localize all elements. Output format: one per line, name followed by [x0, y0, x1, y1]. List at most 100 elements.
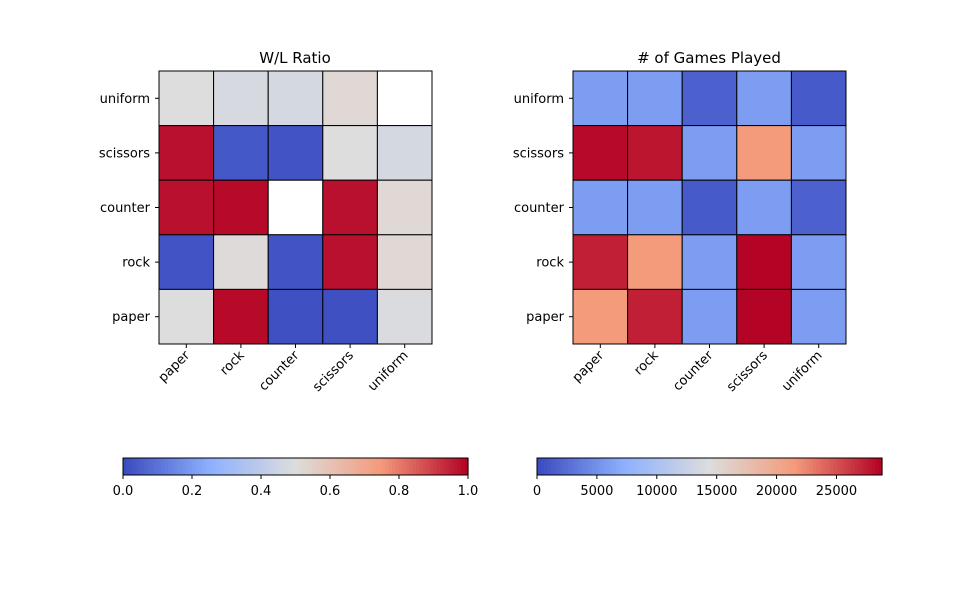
- colorbar-segment: [164, 458, 169, 475]
- heatmap-cell: [790, 234, 847, 290]
- colorbar-segment: [154, 458, 159, 475]
- colorbar-segment: [661, 458, 666, 475]
- colorbar-segment: [630, 458, 635, 475]
- colorbar-segment: [236, 458, 241, 475]
- colorbar-segment: [709, 458, 714, 475]
- colorbar-tick-label: 1.0: [458, 484, 479, 499]
- colorbar-segment: [185, 458, 190, 475]
- heatmap-cell: [736, 288, 792, 345]
- colorbar-segment: [581, 458, 586, 475]
- colorbar-tick-label: 20000: [756, 484, 797, 499]
- colorbar-segment: [647, 458, 652, 475]
- colorbar-segment: [219, 458, 224, 475]
- heatmap-cell: [213, 288, 269, 345]
- y-tick-label: rock: [122, 256, 150, 271]
- colorbar-segment: [695, 458, 700, 475]
- y-tick-label: rock: [536, 256, 564, 271]
- colorbar-segment: [574, 458, 579, 475]
- colorbar-segment: [543, 458, 548, 475]
- colorbar-segment: [657, 458, 662, 475]
- colorbar-segment: [540, 458, 545, 475]
- colorbar-frame: [536, 457, 883, 476]
- colorbar-segment: [564, 458, 569, 475]
- colorbar-segment: [133, 458, 138, 475]
- colorbar-segment: [599, 458, 604, 475]
- colorbar-segment: [816, 458, 821, 475]
- heatmap-cell: [267, 234, 324, 290]
- heatmap-cell: [790, 288, 847, 345]
- colorbar-segment: [861, 458, 866, 475]
- colorbar-segment: [857, 458, 862, 475]
- y-tick-label: counter: [514, 201, 565, 216]
- colorbar-segment: [778, 458, 783, 475]
- colorbar-segment: [209, 458, 214, 475]
- heatmap-cell: [790, 125, 847, 181]
- colorbar-segment: [585, 458, 590, 475]
- heatmap-cell: [213, 179, 269, 236]
- colorbar-segment: [257, 458, 262, 475]
- colorbar-segment: [744, 458, 749, 475]
- colorbar-segment: [844, 458, 849, 475]
- y-tick-label: paper: [112, 310, 150, 325]
- colorbar-segment: [612, 458, 617, 475]
- heatmap-cell: [736, 70, 792, 127]
- colorbar-segment: [205, 458, 210, 475]
- colorbar-segment: [830, 458, 835, 475]
- colorbar-segment: [871, 458, 876, 475]
- colorbar-segment: [737, 458, 742, 475]
- colorbar-segment: [809, 458, 814, 475]
- colorbar-segment: [157, 458, 162, 475]
- colorbar-segment: [274, 458, 279, 475]
- y-tick-label: uniform: [514, 92, 564, 107]
- heatmap-cell: [627, 70, 683, 127]
- colorbar-segment: [616, 458, 621, 475]
- heatmap-cell: [681, 288, 738, 345]
- colorbar-frame: [122, 457, 469, 476]
- colorbar-segment: [850, 458, 855, 475]
- colorbar-segment: [868, 458, 873, 475]
- colorbar-segment: [461, 458, 466, 475]
- colorbar-segment: [730, 458, 735, 475]
- colorbar-segment: [878, 458, 883, 475]
- colorbar-segment: [412, 458, 417, 475]
- colorbar-segment: [436, 458, 441, 475]
- colorbar-segment: [247, 458, 252, 475]
- heatmap-cell: [736, 125, 792, 181]
- colorbar-segment: [557, 458, 562, 475]
- colorbar-segment: [392, 458, 397, 475]
- colorbar-segment: [578, 458, 583, 475]
- colorbar-segment: [409, 458, 414, 475]
- y-tick-label: scissors: [513, 146, 564, 161]
- colorbar-segment: [367, 458, 372, 475]
- colorbar-segment: [847, 458, 852, 475]
- colorbar-segment: [288, 458, 293, 475]
- colorbar-segment: [174, 458, 179, 475]
- colorbar-segment: [423, 458, 428, 475]
- colorbar-segment: [833, 458, 838, 475]
- heatmap-cell: [267, 70, 324, 127]
- heatmap-cell: [572, 288, 629, 345]
- colorbar-segment: [302, 458, 307, 475]
- colorbar-segment: [792, 458, 797, 475]
- colorbar-segment: [281, 458, 286, 475]
- colorbar: 0 5000 10000 15000 20000 25000: [533, 457, 883, 499]
- y-tick-label: scissors: [99, 146, 150, 161]
- colorbar-segment: [606, 458, 611, 475]
- colorbar-segment: [343, 458, 348, 475]
- colorbar-segment: [719, 458, 724, 475]
- colorbar-segment: [716, 458, 721, 475]
- heatmap-cell: [376, 288, 433, 345]
- colorbar-segment: [799, 458, 804, 475]
- colorbar-tick-label: 0.4: [251, 484, 272, 499]
- colorbar-segment: [681, 458, 686, 475]
- colorbar-segment: [547, 458, 552, 475]
- colorbar-segment: [426, 458, 431, 475]
- colorbar-segment: [864, 458, 869, 475]
- colorbar-segment: [457, 458, 462, 475]
- colorbar-tick-label: 10000: [636, 484, 677, 499]
- colorbar-segment: [181, 458, 186, 475]
- colorbar-segment: [416, 458, 421, 475]
- heatmap-cell: [158, 234, 215, 290]
- colorbar-segment: [592, 458, 597, 475]
